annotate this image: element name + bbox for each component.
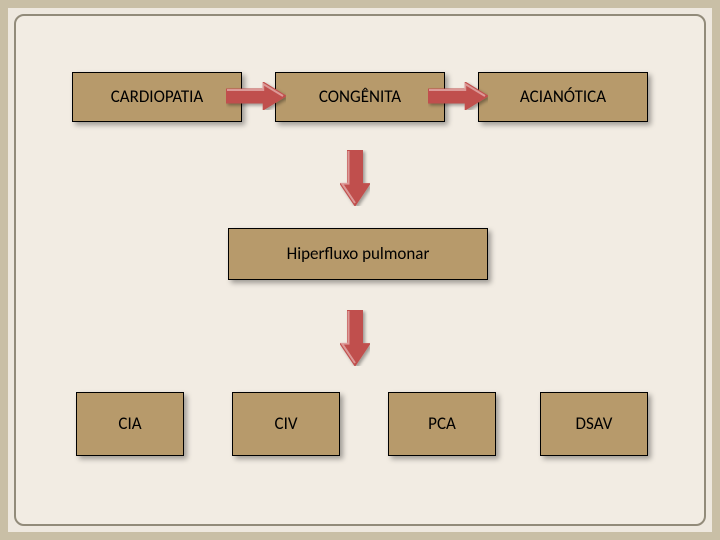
arrow-right-icon xyxy=(428,82,488,110)
arrow-right-icon xyxy=(226,82,286,110)
box-label: PCA xyxy=(428,415,456,434)
box-acianotica: ACIANÓTICA xyxy=(478,72,648,122)
box-label: CIA xyxy=(118,415,141,434)
box-pca: PCA xyxy=(388,392,496,456)
box-label: Hiperfluxo pulmonar xyxy=(287,245,430,264)
box-congenita: CONGÊNITA xyxy=(275,72,445,122)
box-cia: CIA xyxy=(76,392,184,456)
box-civ: CIV xyxy=(232,392,340,456)
box-hiperfluxo: Hiperfluxo pulmonar xyxy=(228,228,488,280)
box-label: DSAV xyxy=(576,415,613,434)
box-label: ACIANÓTICA xyxy=(520,88,606,107)
box-label: CARDIOPATIA xyxy=(111,88,204,107)
box-label: CONGÊNITA xyxy=(319,88,401,107)
arrow-down-icon xyxy=(340,150,370,206)
arrow-down-icon xyxy=(340,310,370,366)
box-label: CIV xyxy=(275,415,298,434)
box-dsav: DSAV xyxy=(540,392,648,456)
box-cardiopatia: CARDIOPATIA xyxy=(72,72,242,122)
